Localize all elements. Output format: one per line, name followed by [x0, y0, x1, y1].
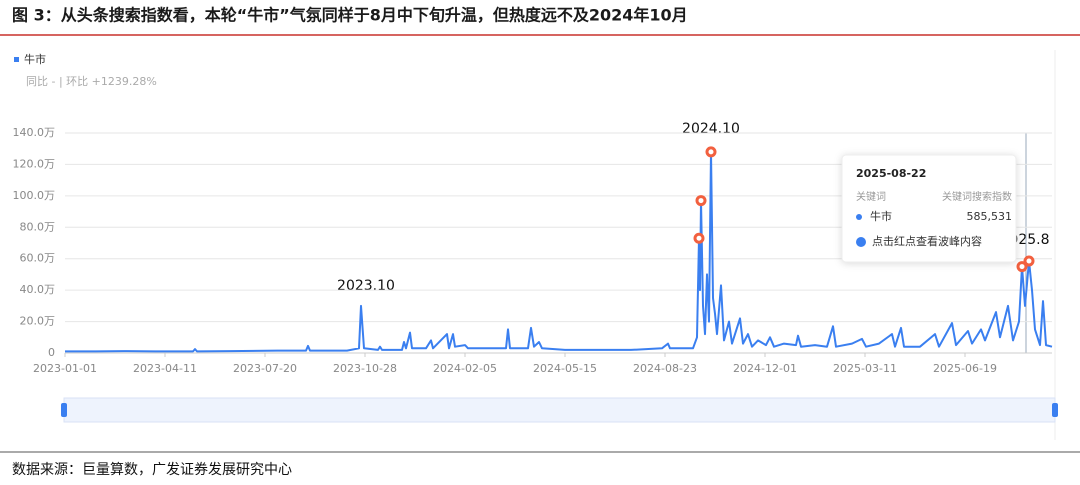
legend-swatch	[14, 57, 19, 62]
x-tick-label: 2024-12-01	[733, 362, 797, 375]
tooltip-hint[interactable]: 点击红点查看波峰内容	[872, 234, 982, 248]
navigator-handle[interactable]	[1052, 403, 1058, 417]
tooltip-header: 关键词搜索指数	[942, 190, 1012, 203]
tooltip-dot	[856, 214, 862, 220]
y-tick-label: 0	[48, 346, 55, 359]
x-tick-label: 2023-10-28	[333, 362, 397, 375]
x-tick-label: 2023-04-11	[133, 362, 197, 375]
peak-marker[interactable]	[695, 195, 707, 207]
info-icon	[856, 237, 866, 247]
source: 数据来源：巨量算数，广发证券发展研究中心	[12, 462, 292, 478]
series-line	[65, 150, 1053, 353]
y-tick-label: 120.0万	[13, 157, 56, 170]
navigator-handle[interactable]	[61, 403, 67, 417]
x-tick-label: 2025-03-11	[833, 362, 897, 375]
chart-title: 图 3：从头条搜索指数看，本轮“牛市”气氛同样于8月中下旬升温，但热度远不及20…	[12, 6, 688, 25]
tooltip-box	[841, 154, 1017, 263]
y-tick-label: 100.0万	[13, 189, 56, 202]
y-tick-label: 20.0万	[20, 315, 56, 328]
tooltip-header: 关键词	[856, 190, 886, 203]
y-tick-label: 140.0万	[13, 126, 56, 139]
peak-marker[interactable]	[1023, 255, 1035, 267]
navigator[interactable]	[63, 397, 1056, 423]
x-tick-label: 2023-01-01	[33, 362, 97, 375]
legend-label: 牛市	[24, 52, 46, 66]
annotation: 2024.10	[682, 121, 740, 137]
y-tick-label: 80.0万	[20, 220, 56, 233]
tooltip-date: 2025-08-22	[856, 167, 926, 180]
x-tick-label: 2025-06-19	[933, 362, 997, 375]
x-tick-label: 2024-02-05	[433, 362, 497, 375]
peak-marker[interactable]	[693, 232, 705, 244]
peak-marker[interactable]	[1016, 261, 1028, 273]
tooltip-value: 585,531	[967, 210, 1013, 223]
y-tick-label: 60.0万	[20, 252, 56, 265]
annotation: 2023.10	[337, 278, 395, 294]
x-tick-label: 2024-05-15	[533, 362, 597, 375]
y-tick-label: 40.0万	[20, 283, 56, 296]
stats: 同比 - | 环比 +1239.28%	[26, 75, 157, 88]
peak-marker[interactable]	[705, 146, 717, 158]
tooltip: 2025-08-22 关键词 关键词搜索指数 牛市 585,531 点击红点查看…	[841, 154, 1017, 263]
tooltip-name: 牛市	[870, 209, 892, 223]
x-tick-label: 2023-07-20	[233, 362, 297, 375]
x-tick-label: 2024-08-23	[633, 362, 697, 375]
